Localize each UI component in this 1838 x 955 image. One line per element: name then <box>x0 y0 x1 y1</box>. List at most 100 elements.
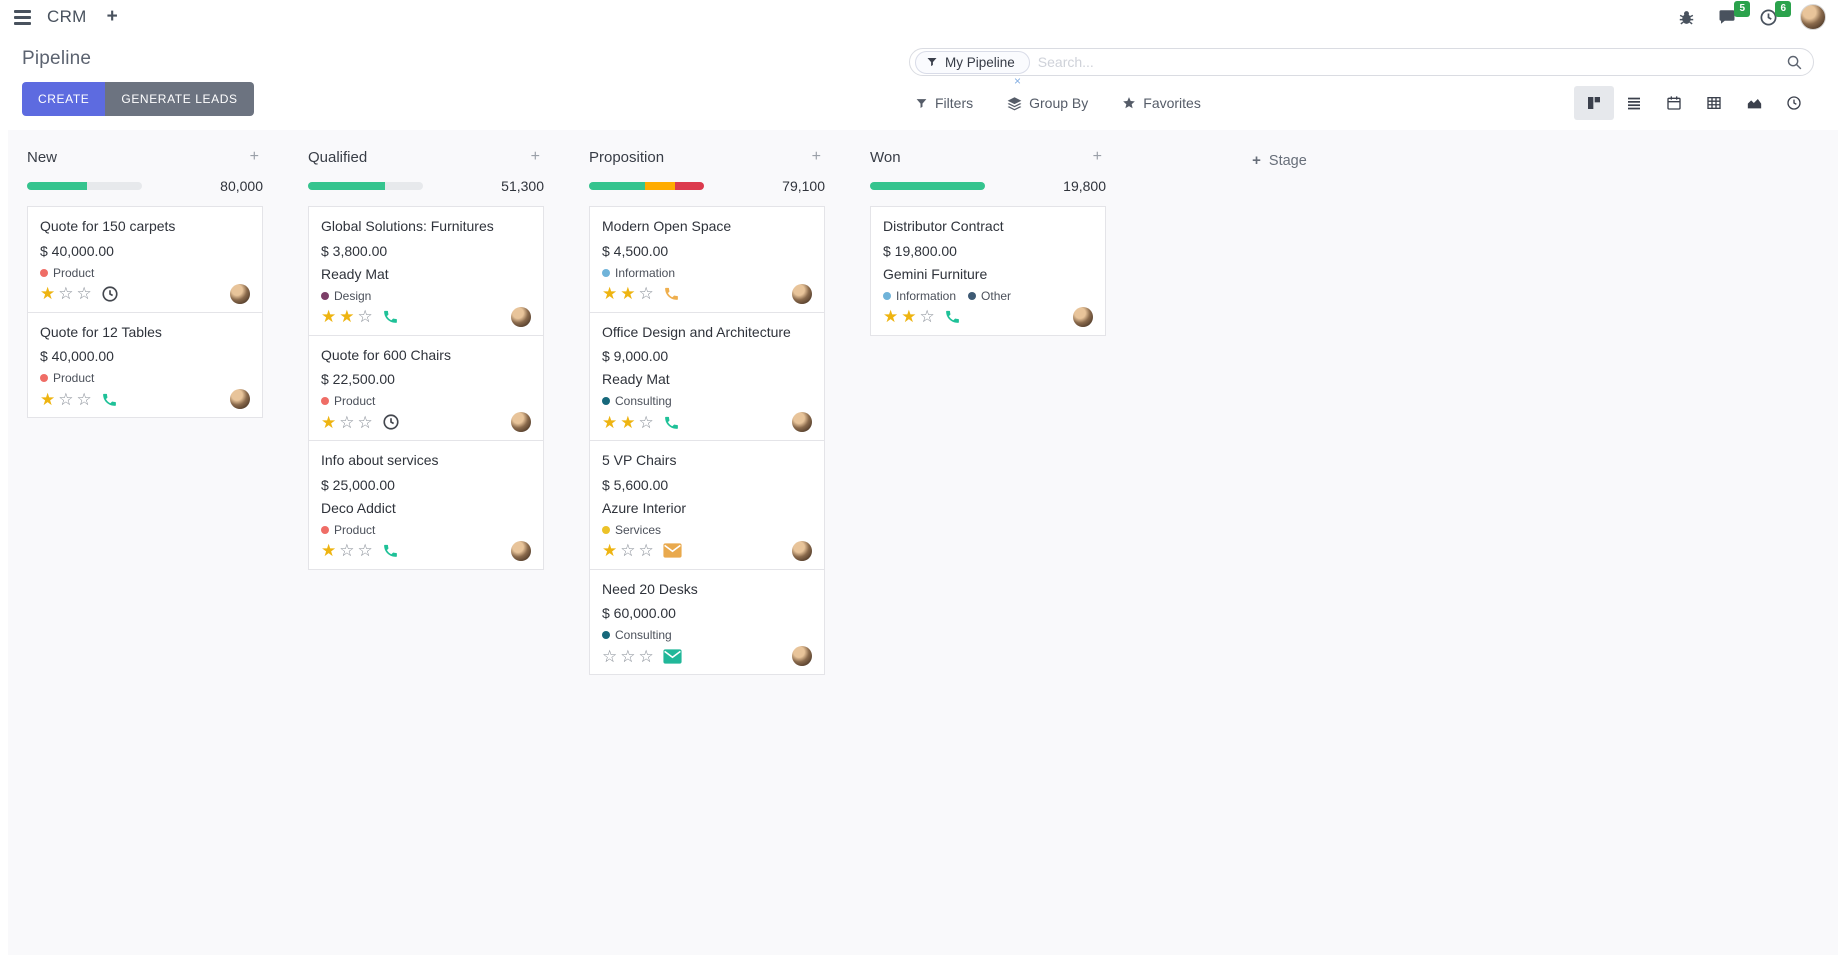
star-filled-icon[interactable]: ★ <box>602 412 618 432</box>
phone-activity-icon[interactable] <box>382 308 399 325</box>
star-filled-icon[interactable]: ★ <box>620 412 636 432</box>
mail-activity-icon[interactable] <box>663 648 682 664</box>
kanban-card[interactable]: Global Solutions: Furnitures $ 3,800.00 … <box>308 206 544 336</box>
column-title[interactable]: New <box>27 148 58 166</box>
star-empty-icon[interactable]: ☆ <box>638 284 654 303</box>
kanban-card[interactable]: Info about services $ 25,000.00 Deco Add… <box>308 440 544 570</box>
messages-menu[interactable]: 5 <box>1717 1 1750 26</box>
facet-remove-icon[interactable]: × <box>1014 74 1022 88</box>
star-empty-icon[interactable]: ☆ <box>919 307 935 326</box>
column-add-button[interactable]: + <box>530 148 540 165</box>
add-stage-button[interactable]: + Stage <box>1252 152 1307 169</box>
star-empty-icon[interactable]: ☆ <box>58 389 74 409</box>
star-empty-icon[interactable]: ☆ <box>357 541 373 560</box>
star-empty-icon[interactable]: ☆ <box>339 541 355 560</box>
star-filled-icon[interactable]: ★ <box>40 284 56 303</box>
card-avatar[interactable] <box>792 540 812 561</box>
column-add-button[interactable]: + <box>1092 148 1102 165</box>
kanban-card[interactable]: Quote for 12 Tables $ 40,000.00 Product … <box>27 311 263 418</box>
card-priority-stars[interactable]: ★ ★ ☆ <box>883 308 935 325</box>
card-avatar[interactable] <box>792 646 812 666</box>
clock-activity-icon[interactable] <box>101 285 119 303</box>
progress-segment[interactable] <box>27 182 87 190</box>
view-pivot-button[interactable] <box>1694 86 1734 120</box>
card-priority-stars[interactable]: ★ ★ ☆ <box>321 308 373 325</box>
group-by-button[interactable]: Group By <box>1007 95 1088 111</box>
kanban-card[interactable]: Quote for 150 carpets $ 40,000.00 Produc… <box>27 206 263 313</box>
card-avatar[interactable] <box>511 306 531 327</box>
star-filled-icon[interactable]: ★ <box>321 412 337 432</box>
kanban-card[interactable]: Distributor Contract $ 19,800.00 Gemini … <box>870 206 1106 336</box>
phone-activity-icon[interactable] <box>101 391 118 408</box>
search-facet[interactable]: My Pipeline <box>915 50 1030 74</box>
card-priority-stars[interactable]: ★ ☆ ☆ <box>40 391 92 408</box>
card-avatar[interactable] <box>1073 306 1093 327</box>
progress-segment[interactable] <box>675 182 704 190</box>
filters-button[interactable]: Filters <box>915 95 973 111</box>
column-title[interactable]: Proposition <box>589 148 665 166</box>
column-title[interactable]: Won <box>870 148 901 166</box>
star-filled-icon[interactable]: ★ <box>321 307 337 326</box>
navbar-plus-icon[interactable]: + <box>106 6 118 27</box>
card-priority-stars[interactable]: ★ ★ ☆ <box>602 414 654 431</box>
star-empty-icon[interactable]: ☆ <box>76 389 92 409</box>
view-activity-button[interactable] <box>1774 86 1814 120</box>
user-avatar[interactable] <box>1800 4 1826 30</box>
star-empty-icon[interactable]: ☆ <box>58 284 74 303</box>
kanban-card[interactable]: Need 20 Desks $ 60,000.00 Consulting ☆ ☆ ☆ <box>589 568 825 675</box>
app-name[interactable]: CRM <box>47 7 87 26</box>
clock-activity-icon[interactable] <box>382 413 400 431</box>
card-priority-stars[interactable]: ★ ☆ ☆ <box>321 414 373 431</box>
card-priority-stars[interactable]: ★ ☆ ☆ <box>40 285 92 302</box>
column-progressbar[interactable] <box>870 182 985 190</box>
kanban-card[interactable]: Office Design and Architecture $ 9,000.0… <box>589 311 825 441</box>
star-empty-icon[interactable]: ☆ <box>357 412 373 432</box>
debug-menu[interactable] <box>1678 9 1695 26</box>
star-filled-icon[interactable]: ★ <box>321 541 337 560</box>
star-empty-icon[interactable]: ☆ <box>357 307 373 326</box>
kanban-card[interactable]: 5 VP Chairs $ 5,600.00 Azure Interior Se… <box>589 440 825 570</box>
star-filled-icon[interactable]: ★ <box>883 307 899 326</box>
star-filled-icon[interactable]: ★ <box>620 284 636 303</box>
phone-activity-icon[interactable] <box>663 414 680 431</box>
progress-segment[interactable] <box>589 182 646 190</box>
phone-activity-icon[interactable] <box>944 308 961 325</box>
view-graph-button[interactable] <box>1734 86 1774 120</box>
star-empty-icon[interactable]: ☆ <box>638 412 654 432</box>
magnifier-icon[interactable] <box>1786 54 1803 71</box>
favorites-button[interactable]: Favorites <box>1122 95 1201 111</box>
kanban-card[interactable]: Quote for 600 Chairs $ 22,500.00 Product… <box>308 334 544 441</box>
column-progressbar[interactable] <box>589 182 704 190</box>
kanban-card[interactable]: Modern Open Space $ 4,500.00 Information… <box>589 206 825 313</box>
star-filled-icon[interactable]: ★ <box>602 541 618 560</box>
column-progressbar[interactable] <box>27 182 142 190</box>
star-empty-icon[interactable]: ☆ <box>638 646 654 666</box>
phone-activity-icon[interactable] <box>382 542 399 559</box>
main-menu-icon[interactable] <box>12 8 33 27</box>
card-priority-stars[interactable]: ☆ ☆ ☆ <box>602 648 654 665</box>
card-avatar[interactable] <box>511 412 531 432</box>
card-priority-stars[interactable]: ★ ☆ ☆ <box>602 542 654 559</box>
card-avatar[interactable] <box>792 283 812 304</box>
star-filled-icon[interactable]: ★ <box>339 307 355 326</box>
star-filled-icon[interactable]: ★ <box>40 389 56 409</box>
activities-menu[interactable]: 6 <box>1759 0 1791 27</box>
view-kanban-button[interactable] <box>1574 86 1614 120</box>
search-input[interactable]: Search... <box>1037 54 1094 70</box>
view-calendar-button[interactable] <box>1654 86 1694 120</box>
mail-activity-icon[interactable] <box>663 543 682 558</box>
progress-segment[interactable] <box>308 182 386 190</box>
star-empty-icon[interactable]: ☆ <box>602 646 618 666</box>
column-add-button[interactable]: + <box>811 148 821 165</box>
card-avatar[interactable] <box>230 389 250 409</box>
card-avatar[interactable] <box>792 412 812 432</box>
search-bar[interactable]: My Pipeline × Search... <box>909 48 1814 88</box>
phone-activity-icon[interactable] <box>663 285 680 302</box>
star-empty-icon[interactable]: ☆ <box>620 646 636 666</box>
card-avatar[interactable] <box>511 540 531 561</box>
card-avatar[interactable] <box>230 283 250 304</box>
progress-segment[interactable] <box>870 182 985 190</box>
star-filled-icon[interactable]: ★ <box>602 284 618 303</box>
generate-leads-button[interactable]: GENERATE LEADS <box>105 82 254 116</box>
card-priority-stars[interactable]: ★ ★ ☆ <box>602 285 654 302</box>
